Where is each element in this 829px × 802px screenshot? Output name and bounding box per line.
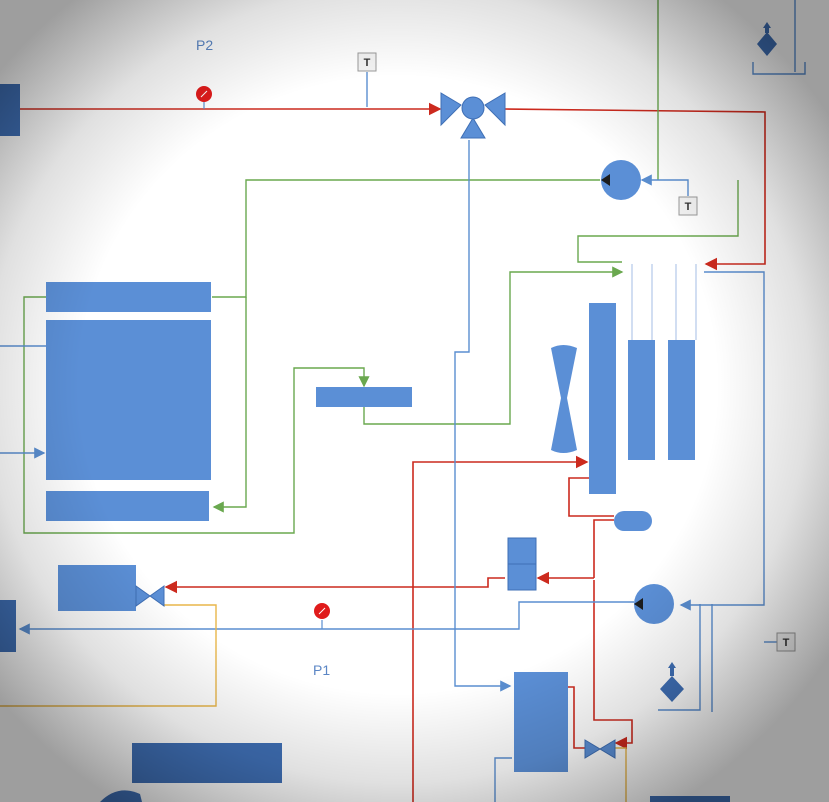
level-indicator-bottom-icon (660, 662, 684, 702)
exchanger-header-bottom (46, 491, 209, 521)
bottom-right-block (650, 796, 730, 802)
temperature-sensor-label: T (783, 637, 790, 649)
yellow-lines (0, 604, 627, 802)
blue-line-reservoir-top (752, 0, 806, 75)
feed-stubs (631, 264, 697, 340)
mixer-impeller-icon (551, 345, 577, 453)
green-line-to-exchanger-top (212, 179, 600, 298)
yellow-line-left (0, 604, 217, 707)
blue-lines (0, 0, 806, 802)
green-line-to-column (363, 266, 624, 425)
blue-line-pump-bottom-out (18, 601, 634, 635)
temperature-sensor-2: T (678, 196, 698, 216)
green-line-pump-loop (577, 180, 739, 263)
red-line-down (593, 580, 633, 750)
temperature-sensor-label: T (364, 57, 371, 69)
level-indicator-top-icon (757, 22, 777, 56)
left-edge-tank-bottom (0, 600, 16, 652)
temperature-sensor-3: T (776, 632, 796, 652)
drum (614, 511, 652, 531)
blue-line-sensor-right (658, 604, 713, 712)
temperature-sensor-1: T (357, 52, 377, 72)
pump-top-icon (601, 160, 641, 200)
blue-line-valve-stem (454, 140, 512, 692)
left-tank (58, 565, 136, 611)
left-edge-tank-top (0, 84, 20, 136)
stub-column-1 (631, 264, 653, 340)
bottom-left-tank (132, 743, 282, 783)
exchanger-header-top (46, 282, 211, 312)
main-column (589, 303, 616, 494)
left-gate-valve-icon (135, 585, 165, 607)
blue-line-right-return (679, 271, 765, 611)
blue-line-tank-bottom (494, 757, 512, 802)
red-lines (20, 102, 766, 802)
red-line-column-drop (568, 477, 614, 517)
three-way-valve-icon (440, 92, 506, 139)
blue-line-pump-top-in (640, 174, 689, 196)
heat-exchanger-body (46, 320, 211, 480)
control-valve-block (507, 537, 537, 591)
red-line-to-valve-left (164, 577, 505, 594)
temperature-sensor-label: T (685, 201, 692, 213)
pressure-gauge-p1-icon (314, 603, 330, 629)
label-p1: P1 (313, 662, 330, 678)
green-line-to-exchanger-bottom (212, 297, 247, 513)
stub-column-2 (675, 264, 697, 340)
label-p2: P2 (196, 37, 213, 53)
red-line-riser (593, 519, 614, 578)
red-line-tank-right (568, 686, 585, 749)
spray-bar (316, 387, 412, 407)
bottom-gate-valve-icon (584, 739, 616, 759)
pressure-gauge-p2-icon (196, 86, 212, 109)
tall-column-1 (628, 340, 655, 460)
red-line-top-right (504, 108, 766, 271)
bottom-left-pump-edge (100, 790, 142, 802)
bottom-tank (514, 672, 568, 772)
green-line-left-loop (23, 296, 370, 534)
pump-bottom-icon (634, 584, 674, 624)
green-lines (23, 0, 739, 534)
red-line-to-column (412, 455, 589, 802)
tall-column-2 (668, 340, 695, 460)
yellow-line-bottom-right (614, 747, 627, 802)
